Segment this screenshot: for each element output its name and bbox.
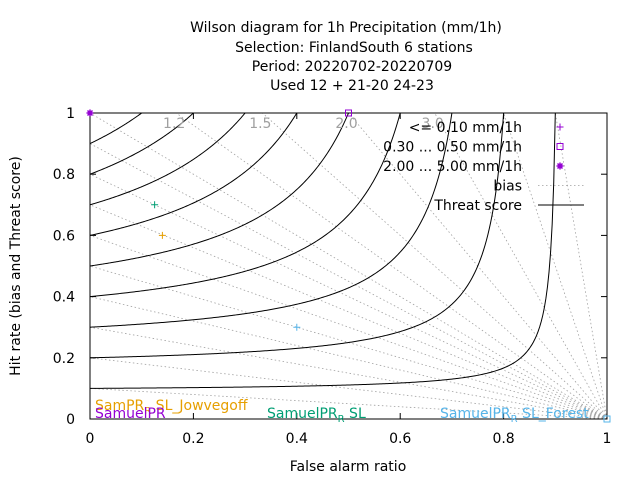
bias-line: [90, 235, 607, 419]
threat-score-line: [90, 113, 298, 236]
data-point: [151, 201, 159, 209]
threat-score-line: [90, 113, 556, 389]
bias-line: [90, 265, 607, 419]
x-tick-label: 1: [603, 431, 612, 447]
y-tick-label: 0.8: [53, 167, 75, 183]
legend-label: <= 0.10 mm/1h: [409, 120, 522, 136]
x-tick-label: 0.8: [492, 431, 514, 447]
y-tick-label: 1: [66, 106, 75, 122]
title-line-1: Wilson diagram for 1h Precipitation (mm/…: [190, 20, 502, 36]
data-point: [158, 231, 166, 239]
y-tick-label: 0.4: [53, 290, 75, 306]
data-points: [86, 109, 611, 423]
bias-label: 1.2: [163, 116, 185, 132]
threat-score-line: [90, 113, 505, 359]
plot-area-lines: [90, 113, 607, 419]
y-tick-label: 0: [66, 412, 75, 428]
series-label: SamuelPR: [95, 406, 166, 422]
bias-line: [90, 143, 607, 419]
threat-score-line: [90, 113, 246, 206]
threat-score-line: [90, 113, 195, 175]
x-tick-label: 0.4: [286, 431, 308, 447]
series-label: SamuelPRR SL_Forest: [440, 406, 589, 425]
bias-label: 2.0: [335, 116, 357, 132]
y-tick-label: 0.2: [53, 351, 75, 367]
title-line-4: Used 12 + 21-20 24-23: [270, 78, 434, 94]
title-line-2: Selection: FinlandSouth 6 stations: [235, 40, 473, 56]
data-point: [293, 323, 301, 331]
legend-label: bias: [493, 179, 522, 195]
data-point: [345, 109, 352, 117]
axis-ticks: 0 0.2 0.4 0.6 0.8 1 0 0.2 0.4 0.6 0.8 1: [53, 106, 612, 447]
bias-line: [90, 204, 607, 419]
legend: <= 0.10 mm/1h 0.30 ... 0.50 mm/1h 2.00 ...…: [383, 120, 584, 214]
series-label: SamPRR SL_Jowvegoff: [95, 398, 248, 417]
bias-line: [90, 296, 607, 419]
legend-symbol: [556, 123, 564, 131]
x-axis-label: False alarm ratio: [290, 459, 407, 475]
threat-score-line: [90, 113, 143, 145]
bias-line: [90, 357, 607, 419]
threat-score-line: [90, 113, 350, 267]
legend-label: 0.30 ... 0.50 mm/1h: [383, 140, 522, 156]
bias-labels: 1.2 1.5 2.0 3.0: [163, 116, 444, 132]
data-point: [86, 109, 94, 117]
bias-label: 3.0: [422, 116, 444, 132]
chart-title: Wilson diagram for 1h Precipitation (mm/…: [190, 20, 502, 94]
x-tick-label: 0.2: [182, 431, 204, 447]
x-tick-label: 0.6: [389, 431, 411, 447]
bias-label: 1.5: [249, 116, 271, 132]
legend-symbol: [556, 143, 564, 150]
threat-score-line: [90, 113, 453, 328]
data-point: [603, 415, 611, 423]
threat-score-line: [90, 113, 401, 298]
legend-symbol: [556, 162, 564, 170]
legend-label: 2.00 ... 5.00 mm/1h: [383, 159, 522, 175]
bias-line: [434, 113, 607, 419]
series-label: SamuelPRR SL: [267, 406, 366, 425]
bias-line: [175, 113, 607, 419]
bias-line: [90, 173, 607, 419]
plot-frame: [89, 112, 608, 420]
x-tick-label: 0: [86, 431, 95, 447]
y-tick-label: 0.6: [53, 228, 75, 244]
y-axis-label: Hit rate (bias and Threat score): [8, 156, 24, 376]
bias-line: [90, 113, 607, 419]
title-line-3: Period: 20220702-20220709: [252, 59, 452, 75]
legend-label: Threat score: [433, 198, 522, 214]
bias-line: [503, 113, 607, 419]
